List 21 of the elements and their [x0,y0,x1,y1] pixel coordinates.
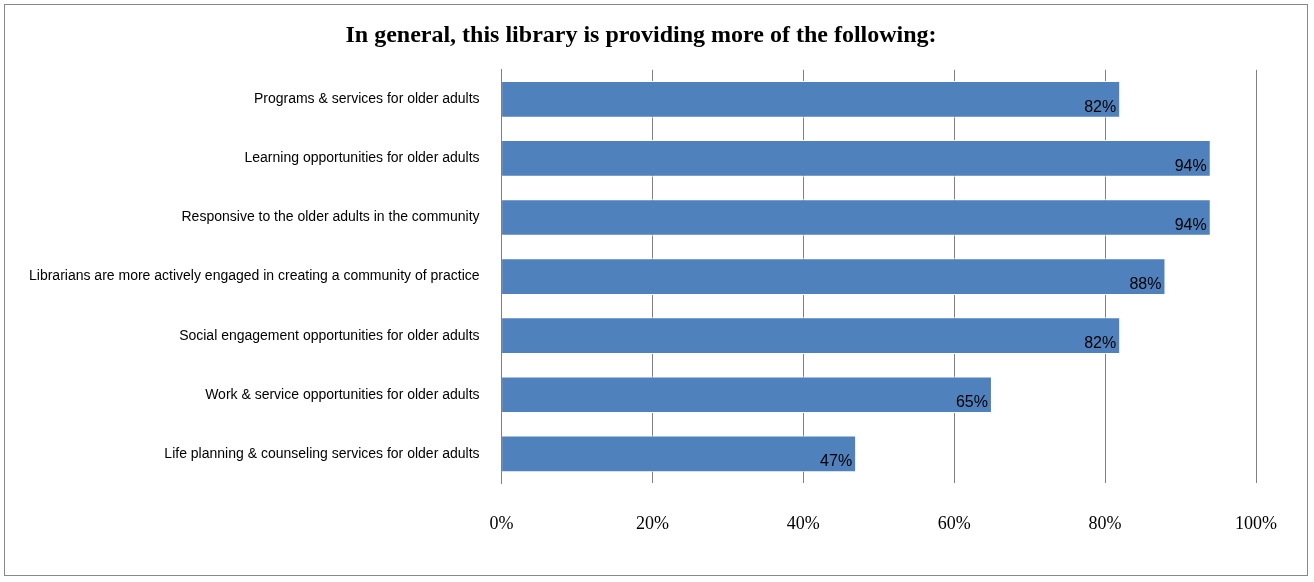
y-tick-label: Responsive to the older adults in the community [181,208,480,225]
x-tick-label: 40% [786,512,820,533]
x-tick-label: 0% [489,512,514,533]
y-tick-label: Learning opportunities for older adults [244,149,480,166]
x-tick-label: 100% [1235,512,1277,533]
x-tick-label: 80% [1088,512,1122,533]
y-tick-label: Social engagement opportunities for older adults [179,326,480,343]
data-label: 65% [955,393,988,411]
data-label: 82% [1084,97,1117,115]
x-tick-label: 60% [937,512,971,533]
data-label: 94% [1174,156,1207,174]
x-tick-label: 20% [635,512,669,533]
y-tick-label: Librarians are more actively engaged in creating a community of practice [28,267,480,284]
chart-title: In general, this library is providing more of the following: [345,20,937,47]
data-label: 94% [1174,215,1207,233]
data-label: 47% [820,452,853,470]
y-tick-label: Programs & services for older adults [253,90,480,107]
data-label: 88% [1129,275,1162,293]
data-label: 82% [1084,334,1117,352]
y-tick-label: Work & service opportunities for older adults [205,385,480,402]
y-tick-label: Life planning & counseling services for older adults [164,444,480,461]
